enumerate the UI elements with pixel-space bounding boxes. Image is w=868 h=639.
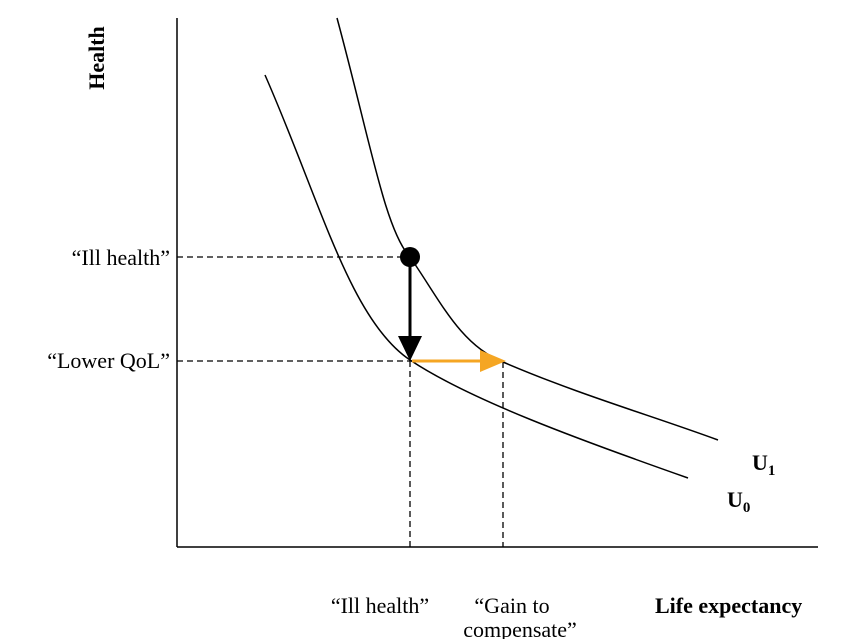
y-level-label: “Lower QoL” xyxy=(47,348,170,373)
x-level-label: “Ill health” xyxy=(331,593,429,618)
x-axis-label: Life expectancy xyxy=(655,593,802,618)
x-level-label: “Gain to xyxy=(474,593,549,618)
curve-subscript: 0 xyxy=(743,500,751,516)
down-arrowhead xyxy=(398,336,422,361)
curve-label: U1 xyxy=(752,450,775,479)
point xyxy=(400,247,420,267)
curve-label: U0 xyxy=(727,487,750,516)
curve-name: U xyxy=(727,487,743,512)
curve-u1 xyxy=(336,17,719,441)
x-level-label: compensate” xyxy=(463,617,577,639)
y-axis-label: Health xyxy=(84,26,109,90)
curve-subscript: 1 xyxy=(768,463,776,479)
y-level-label: “Ill health” xyxy=(72,245,170,270)
right-arrowhead xyxy=(480,350,506,372)
curve-name: U xyxy=(752,450,768,475)
curve-u0 xyxy=(264,74,689,479)
